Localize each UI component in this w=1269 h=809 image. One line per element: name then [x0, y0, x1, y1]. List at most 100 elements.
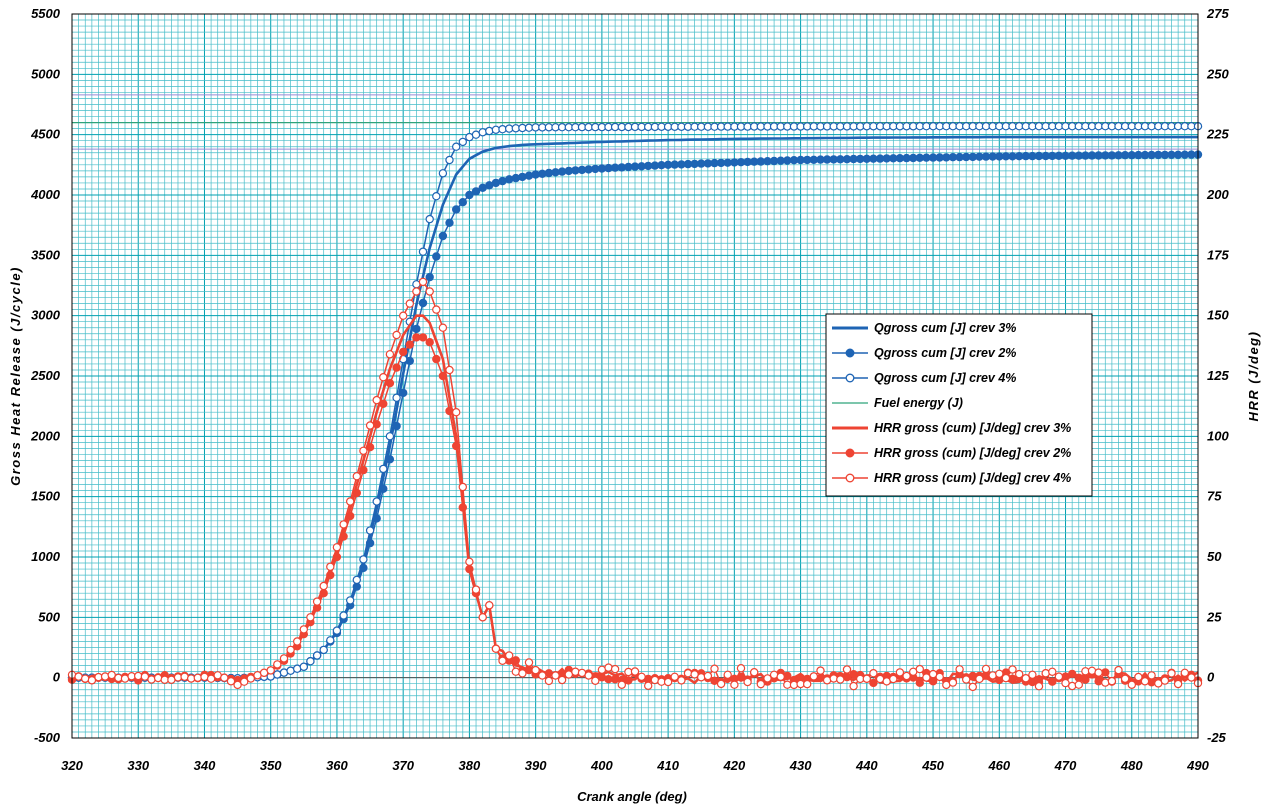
y-left-tick-label: 0	[53, 670, 61, 685]
data-point	[591, 676, 600, 686]
data-point	[935, 672, 944, 682]
data-point	[1173, 679, 1183, 689]
series-layer	[67, 121, 1203, 692]
data-point	[1101, 678, 1110, 687]
data-point	[346, 497, 355, 506]
data-point	[425, 272, 434, 282]
x-tick-label: 370	[392, 758, 414, 773]
data-point	[1034, 682, 1044, 691]
y-right-tick-label: 50	[1207, 549, 1222, 564]
data-point	[915, 678, 925, 688]
y-left-tick-label: 5000	[31, 66, 61, 81]
data-point	[557, 675, 567, 685]
data-point	[425, 214, 434, 224]
data-point	[365, 421, 375, 430]
data-point	[1147, 671, 1156, 680]
data-point	[1120, 674, 1130, 683]
series-6	[67, 277, 1203, 692]
legend-label: HRR gross (cum) [J/deg] crev 4%	[874, 471, 1071, 485]
data-point	[922, 673, 931, 682]
data-point	[1001, 673, 1011, 683]
data-point	[332, 543, 342, 552]
y-right-tick-label: 225	[1206, 127, 1229, 142]
y-left-tick-label: 2000	[30, 428, 61, 443]
data-point	[524, 658, 534, 667]
data-point	[392, 421, 401, 431]
data-point	[425, 338, 434, 347]
data-point	[617, 680, 627, 690]
data-point	[604, 663, 613, 672]
data-point	[816, 666, 825, 675]
data-point	[365, 526, 375, 535]
data-point	[432, 354, 441, 364]
data-point	[372, 395, 381, 405]
legend-swatch-marker	[845, 373, 855, 383]
legend-swatch-marker	[845, 448, 855, 458]
x-tick-label: 360	[326, 758, 348, 773]
data-point	[452, 205, 461, 214]
data-point	[246, 674, 255, 683]
data-point	[465, 190, 474, 200]
data-point	[133, 671, 143, 681]
data-point	[478, 613, 487, 622]
x-tick-label: 490	[1186, 758, 1209, 773]
data-point	[1061, 678, 1070, 688]
x-tick-label: 470	[1054, 758, 1077, 773]
data-point	[895, 668, 905, 677]
data-point	[1134, 672, 1143, 682]
series-2	[67, 121, 1203, 683]
y-left-tick-label: 4500	[30, 127, 61, 142]
data-point	[365, 443, 375, 452]
data-point	[346, 511, 355, 521]
data-point	[703, 671, 713, 681]
data-point	[379, 399, 388, 408]
data-point	[571, 667, 580, 676]
data-point	[379, 484, 388, 493]
data-point	[206, 674, 216, 683]
legend-label: HRR gross (cum) [J/deg] crev 3%	[874, 421, 1071, 435]
data-point	[418, 247, 428, 256]
data-point	[776, 672, 785, 681]
data-point	[306, 613, 315, 622]
data-point	[531, 665, 540, 675]
data-point	[100, 672, 110, 681]
data-point	[670, 672, 679, 682]
data-point	[1048, 667, 1057, 677]
data-point	[849, 681, 858, 691]
data-point	[1048, 677, 1057, 686]
x-tick-label: 480	[1120, 758, 1143, 773]
x-tick-label: 390	[525, 758, 547, 773]
data-point	[359, 465, 368, 475]
data-point	[107, 670, 116, 680]
data-point	[955, 665, 964, 674]
data-point	[1140, 677, 1150, 686]
y-right-axis-title: HRR (J/deg)	[1246, 331, 1261, 422]
data-point	[392, 330, 401, 340]
data-point	[418, 277, 428, 287]
data-point	[736, 664, 746, 673]
y-left-tick-label: 5500	[31, 6, 61, 21]
data-point	[385, 432, 395, 441]
y-left-axis-title: Gross Heat Release (J/cycle)	[8, 266, 23, 486]
data-point	[385, 455, 395, 464]
data-point	[803, 679, 812, 689]
data-point	[610, 664, 620, 674]
data-point	[723, 670, 732, 680]
data-point	[385, 350, 395, 359]
data-point	[452, 142, 461, 151]
data-point	[438, 169, 448, 178]
data-point	[498, 176, 507, 186]
data-point	[339, 611, 348, 620]
data-point	[889, 674, 898, 684]
data-point	[399, 388, 408, 398]
y-left-tick-label: 4000	[30, 187, 61, 202]
data-point	[981, 664, 991, 674]
data-point	[584, 165, 593, 174]
y-right-tick-label: 250	[1206, 66, 1229, 81]
data-point	[862, 674, 872, 684]
data-point	[266, 666, 275, 675]
plot-border	[71, 13, 1199, 739]
data-point	[524, 171, 534, 180]
data-point	[756, 679, 766, 689]
